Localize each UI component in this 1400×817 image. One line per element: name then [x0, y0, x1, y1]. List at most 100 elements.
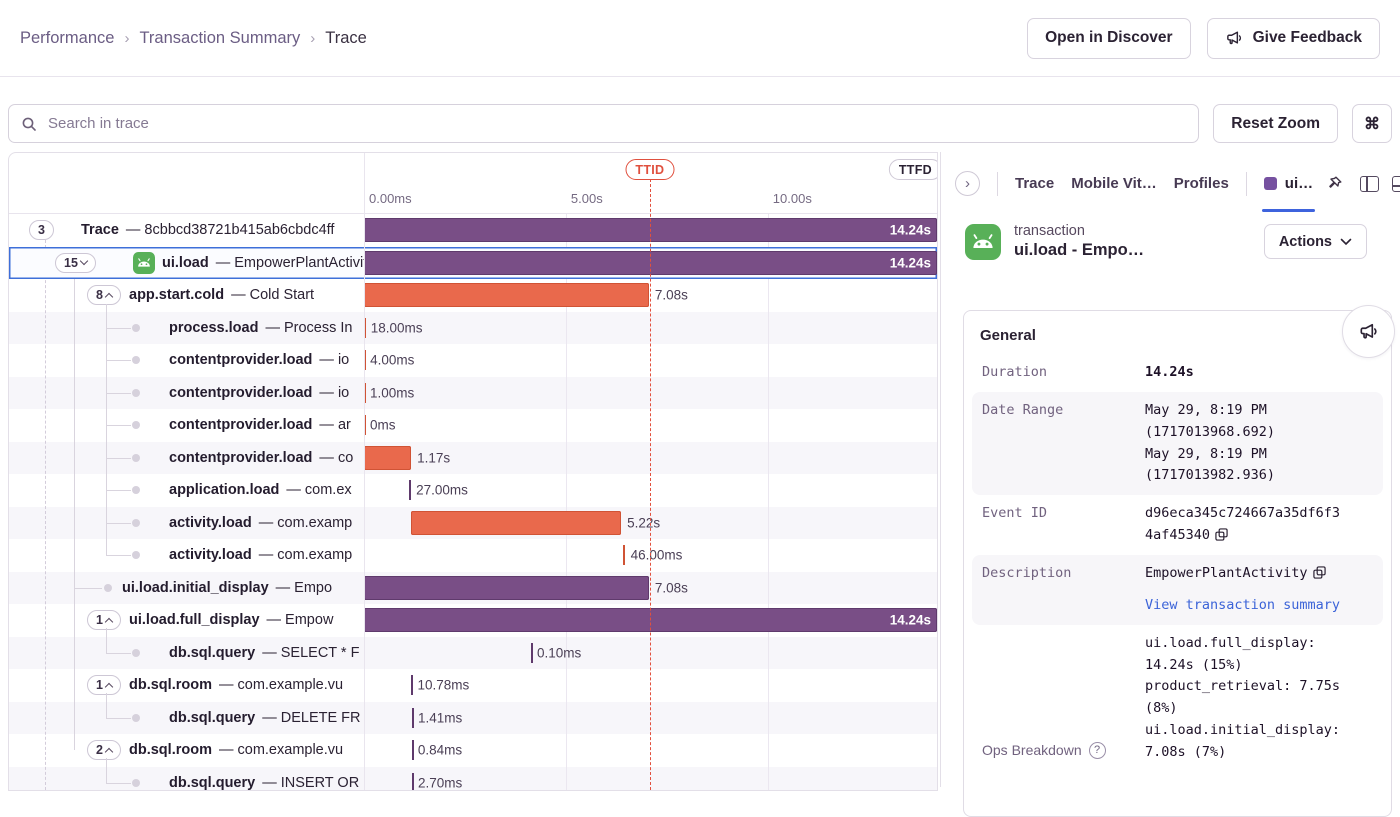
trace-row-process.load[interactable]: process.load — Process In 18.00ms: [9, 312, 937, 345]
span-duration-bar[interactable]: [412, 773, 414, 791]
trace-row-Trace[interactable]: 3Trace — 8cbbcd38721b415ab6cbdc4ff14.24s: [9, 214, 937, 247]
span-duration-label: 14.24s: [890, 613, 931, 628]
span-duration-bar[interactable]: [364, 576, 649, 600]
field-duration: Duration 14.24s: [972, 354, 1383, 392]
trace-row-ui.load.initial_display[interactable]: ui.load.initial_display — Empo7.08s: [9, 572, 937, 605]
trace-row-db.sql.query[interactable]: db.sql.query — SELECT * F0.10ms: [9, 637, 937, 670]
search-input[interactable]: [46, 114, 1186, 133]
span-duration-bar[interactable]: [364, 446, 411, 470]
span-label: ui.load.full_display — Empow: [129, 604, 333, 637]
row-tree-cell: 3Trace — 8cbbcd38721b415ab6cbdc4ff: [9, 214, 364, 247]
reset-zoom-button[interactable]: Reset Zoom: [1213, 104, 1338, 143]
span-duration-label: 27.00ms: [416, 483, 468, 498]
trace-row-activity.load[interactable]: activity.load — com.examp46.00ms: [9, 539, 937, 572]
breadcrumb-performance[interactable]: Performance: [20, 29, 114, 48]
span-duration-label: 0ms: [370, 418, 396, 433]
open-in-discover-button[interactable]: Open in Discover: [1027, 18, 1190, 59]
copy-icon[interactable]: [1215, 528, 1228, 541]
span-duration-label: 46.00ms: [631, 548, 683, 563]
general-section-title: General: [972, 321, 1383, 354]
span-duration-bar[interactable]: [531, 643, 533, 663]
span-label: process.load — Process In: [169, 312, 352, 345]
tree-connector-line: [45, 240, 46, 791]
trace-row-ui.load.full_display[interactable]: 1 ui.load.full_display — Empow 14.24s: [9, 604, 937, 637]
row-tree-cell: contentprovider.load — ar: [9, 409, 364, 442]
span-duration-bar[interactable]: [411, 675, 413, 695]
trace-row-db.sql.room[interactable]: 1db.sql.room — com.example.vu10.78ms: [9, 669, 937, 702]
divider: [997, 172, 998, 196]
span-label: contentprovider.load — ar: [169, 409, 351, 442]
feedback-floating-button[interactable]: [1342, 305, 1395, 358]
expand-children-pill[interactable]: 15: [55, 253, 96, 273]
transaction-kind-label: transaction: [1014, 223, 1144, 239]
trace-row-contentprovider.load[interactable]: contentprovider.load — io4.00ms: [9, 344, 937, 377]
span-label: db.sql.room — com.example.vu: [129, 669, 343, 702]
expand-children-pill[interactable]: 3: [29, 220, 54, 240]
expand-children-pill[interactable]: 8: [87, 285, 121, 305]
connector-dot-icon: [132, 324, 140, 332]
shortcut-command-button[interactable]: ⌘: [1352, 104, 1392, 143]
trace-row-db.sql.query[interactable]: db.sql.query — DELETE FR 1.41ms: [9, 702, 937, 735]
span-duration-label: 2.70ms: [418, 775, 462, 790]
active-tab-label: ui…: [1285, 175, 1313, 192]
ttid-marker-pill[interactable]: TTID: [625, 159, 674, 180]
copy-icon[interactable]: [1313, 566, 1326, 579]
span-duration-bar[interactable]: [364, 283, 649, 307]
field-key: Ops Breakdown ?: [982, 739, 1145, 764]
span-duration-bar[interactable]: [409, 480, 411, 500]
help-icon[interactable]: ?: [1089, 742, 1106, 759]
general-card: General Duration 14.24s Date Range May 2…: [963, 310, 1392, 817]
tab-profiles[interactable]: Profiles: [1174, 175, 1229, 192]
connector-dot-icon: [132, 551, 140, 559]
span-label: contentprovider.load — io: [169, 377, 349, 410]
trace-row-application.load[interactable]: application.load — com.ex 27.00ms: [9, 474, 937, 507]
trace-row-app.start.cold[interactable]: 8app.start.cold — Cold Start7.08s: [9, 279, 937, 312]
pin-tab-icon[interactable]: [1326, 175, 1343, 192]
trace-row-contentprovider.load[interactable]: contentprovider.load — co1.17s: [9, 442, 937, 475]
ttfd-marker-pill[interactable]: TTFD: [889, 159, 938, 180]
tab-mobile-vitals[interactable]: Mobile Vit…: [1071, 175, 1157, 192]
row-tree-cell: contentprovider.load — co: [9, 442, 364, 475]
tab-trace[interactable]: Trace: [1015, 175, 1054, 192]
row-tree-cell: application.load — com.ex: [9, 474, 364, 507]
search-box[interactable]: [8, 104, 1199, 143]
span-label: db.sql.query — DELETE FR: [169, 702, 361, 735]
span-label: contentprovider.load — co: [169, 442, 353, 475]
trace-row-activity.load[interactable]: activity.load — com.examp5.22s: [9, 507, 937, 540]
field-key: Date Range: [982, 400, 1145, 487]
span-duration-bar[interactable]: [412, 708, 414, 728]
view-transaction-summary-link[interactable]: View transaction summary: [1145, 595, 1341, 617]
trace-row-db.sql.query[interactable]: db.sql.query — INSERT OR2.70ms: [9, 767, 937, 792]
trace-row-ui.load[interactable]: 15ui.load — EmpowerPlantActivity14.24s: [9, 247, 937, 280]
connector-dot-icon: [132, 714, 140, 722]
trace-row-db.sql.room[interactable]: 2db.sql.room — com.example.vu0.84ms: [9, 734, 937, 767]
give-feedback-button[interactable]: Give Feedback: [1207, 18, 1380, 59]
collapse-panel-button[interactable]: ›: [955, 171, 980, 196]
span-duration-label: 1.00ms: [370, 385, 414, 400]
command-key-icon: ⌘: [1364, 114, 1380, 134]
layout-bottom-icon[interactable]: [1392, 176, 1400, 192]
tree-chart-divider[interactable]: [364, 153, 365, 790]
reset-zoom-label: Reset Zoom: [1231, 115, 1320, 133]
span-duration-label: 7.08s: [655, 288, 688, 303]
breadcrumb-transaction-summary[interactable]: Transaction Summary: [139, 29, 300, 48]
trace-row-contentprovider.load[interactable]: contentprovider.load — ar 0ms: [9, 409, 937, 442]
transaction-header: transaction ui.load - Empo… Actions: [941, 215, 1400, 276]
span-duration-bar[interactable]: [623, 545, 625, 565]
trace-row-contentprovider.load[interactable]: contentprovider.load — io 1.00ms: [9, 377, 937, 410]
tab-ui-load-active[interactable]: ui…: [1264, 175, 1313, 192]
description-value: EmpowerPlantActivity View transaction su…: [1145, 563, 1341, 617]
layout-left-icon[interactable]: [1360, 176, 1379, 192]
tree-connector-line: [74, 588, 102, 589]
expand-children-pill[interactable]: 1: [87, 610, 121, 630]
span-duration-bar[interactable]: [411, 511, 621, 535]
actions-button[interactable]: Actions: [1264, 224, 1367, 259]
span-duration-label: 1.41ms: [418, 710, 462, 725]
details-tabbar: › Trace Mobile Vit… Profiles ui…: [941, 152, 1400, 215]
span-duration-label: 7.08s: [655, 580, 688, 595]
span-duration-bar[interactable]: [412, 740, 414, 760]
span-duration-label: 18.00ms: [371, 320, 423, 335]
expand-children-pill[interactable]: 2: [87, 740, 121, 760]
connector-dot-icon: [132, 649, 140, 657]
expand-children-pill[interactable]: 1: [87, 675, 121, 695]
